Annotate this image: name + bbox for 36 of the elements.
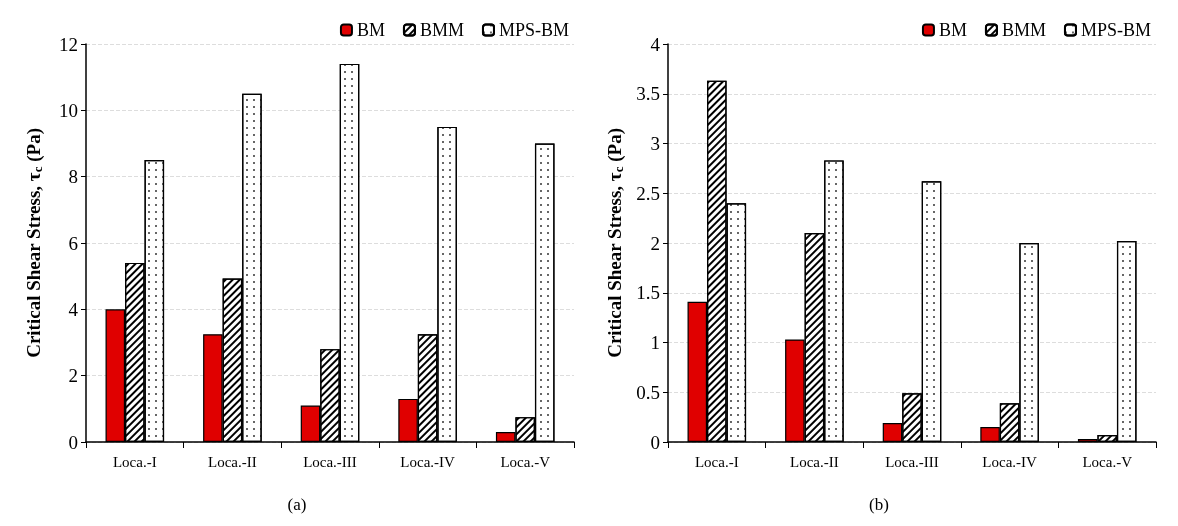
x-tick-label: Loca.-V [500, 453, 551, 470]
legend-label: BM [938, 20, 967, 40]
x-tick-label: Loca.-V [1082, 453, 1133, 470]
y-tick-label: 0.5 [636, 381, 660, 403]
x-tick-label: Loca.-III [885, 453, 939, 470]
y-tick-label: 3 [650, 133, 660, 154]
y-tick-label: 0 [68, 431, 78, 453]
x-tick-label: Loca.-III [303, 453, 357, 470]
x-tick-label: Loca.-II [790, 453, 839, 470]
legend-label: BM [356, 20, 385, 40]
legend-label: MPS-BM [498, 20, 569, 40]
x-tick-label: Loca.-I [694, 453, 739, 470]
y-tick-label: 2 [68, 365, 78, 387]
y-tick-label: 10 [59, 99, 78, 121]
legend-label: BMM [419, 20, 464, 40]
legend-label: MPS-BM [1080, 20, 1151, 40]
y-tick-label: 8 [68, 166, 78, 188]
y-tick-label: 4 [68, 298, 79, 320]
y-tick-label: 3.5 [636, 83, 660, 105]
text: (b) [869, 495, 889, 514]
y-tick-label: 12 [59, 33, 78, 55]
x-tick-label: Loca.-IV [982, 453, 1038, 470]
y-axis-title: Critical Shear Stress, τc (Pa) [604, 128, 627, 358]
x-tick-label: Loca.-IV [400, 453, 456, 470]
y-tick-label: 4 [650, 33, 661, 55]
y-tick-label: 2 [650, 232, 660, 254]
x-tick-label: Loca.-II [208, 453, 257, 470]
y-tick-label: 0 [650, 431, 660, 453]
y-tick-label: 1.5 [636, 282, 660, 304]
y-tick-label: 1 [650, 332, 660, 353]
y-axis-title: Critical Shear Stress, τc (Pa) [23, 128, 45, 358]
y-tick-label: 6 [68, 232, 78, 254]
y-tick-label: 2.5 [636, 182, 660, 204]
text: (a) [287, 495, 307, 514]
legend-label: BMM [1001, 20, 1046, 40]
x-tick-label: Loca.-I [112, 453, 157, 470]
